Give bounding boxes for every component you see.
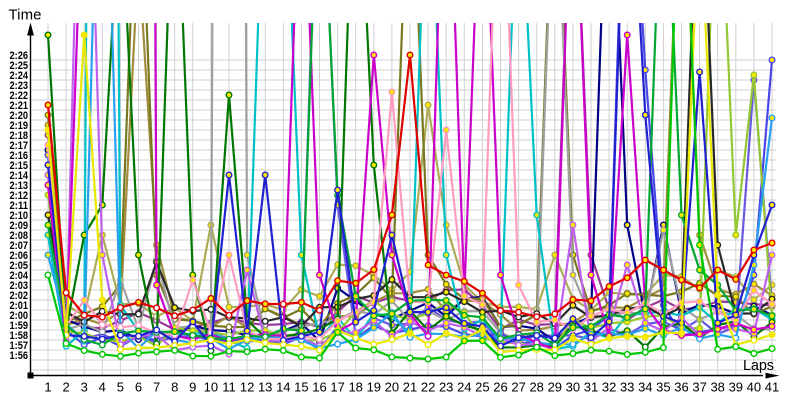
svg-text:11: 11	[222, 380, 236, 395]
svg-text:32: 32	[602, 380, 616, 395]
svg-text:27: 27	[511, 380, 525, 395]
svg-text:2:18: 2:18	[10, 130, 29, 142]
svg-text:25: 25	[475, 380, 489, 395]
svg-text:29: 29	[548, 380, 562, 395]
svg-text:1:59: 1:59	[10, 320, 29, 332]
svg-text:9: 9	[189, 380, 196, 395]
svg-text:20: 20	[385, 380, 399, 395]
svg-text:30: 30	[566, 380, 580, 395]
svg-text:16: 16	[312, 380, 326, 395]
svg-text:13: 13	[258, 380, 272, 395]
svg-text:2:26: 2:26	[10, 50, 29, 62]
svg-text:40: 40	[747, 380, 761, 395]
svg-text:2:14: 2:14	[10, 170, 29, 182]
svg-text:3: 3	[81, 380, 88, 395]
svg-text:Laps: Laps	[743, 358, 774, 374]
svg-text:1: 1	[44, 380, 51, 395]
svg-text:22: 22	[421, 380, 435, 395]
svg-text:2:07: 2:07	[10, 240, 29, 252]
svg-text:Time: Time	[9, 7, 42, 24]
svg-text:2:01: 2:01	[10, 300, 29, 312]
svg-text:31: 31	[584, 380, 598, 395]
svg-text:2: 2	[62, 380, 69, 395]
svg-text:2:08: 2:08	[10, 230, 29, 242]
svg-text:19: 19	[367, 380, 381, 395]
svg-text:7: 7	[153, 380, 160, 395]
svg-text:2:04: 2:04	[10, 270, 29, 282]
svg-text:12: 12	[240, 380, 254, 395]
svg-text:17: 17	[330, 380, 344, 395]
svg-text:2:20: 2:20	[10, 110, 29, 122]
svg-text:8: 8	[171, 380, 178, 395]
svg-text:2:06: 2:06	[10, 250, 29, 262]
svg-text:21: 21	[403, 380, 417, 395]
svg-text:10: 10	[204, 380, 218, 395]
svg-text:4: 4	[99, 380, 106, 395]
svg-text:37: 37	[692, 380, 706, 395]
svg-text:2:13: 2:13	[10, 180, 29, 192]
svg-text:2:21: 2:21	[10, 100, 29, 112]
svg-text:33: 33	[620, 380, 634, 395]
svg-text:2:10: 2:10	[10, 210, 29, 222]
svg-text:2:03: 2:03	[10, 280, 29, 292]
svg-text:36: 36	[674, 380, 688, 395]
svg-text:24: 24	[457, 380, 471, 395]
svg-text:34: 34	[638, 380, 652, 395]
svg-text:1:58: 1:58	[10, 330, 29, 342]
svg-text:5: 5	[117, 380, 124, 395]
svg-text:2:00: 2:00	[10, 310, 29, 322]
svg-text:2:19: 2:19	[10, 120, 29, 132]
svg-text:2:17: 2:17	[10, 140, 29, 152]
svg-text:39: 39	[729, 380, 743, 395]
svg-text:15: 15	[294, 380, 308, 395]
svg-text:35: 35	[656, 380, 670, 395]
svg-text:2:02: 2:02	[10, 290, 29, 302]
svg-text:26: 26	[493, 380, 507, 395]
svg-text:23: 23	[439, 380, 453, 395]
svg-text:2:23: 2:23	[10, 80, 29, 92]
svg-text:2:24: 2:24	[10, 70, 29, 82]
svg-text:38: 38	[710, 380, 724, 395]
svg-text:14: 14	[276, 380, 290, 395]
svg-text:1:57: 1:57	[10, 340, 29, 352]
svg-text:6: 6	[135, 380, 142, 395]
svg-text:18: 18	[348, 380, 362, 395]
svg-text:2:16: 2:16	[10, 150, 29, 162]
svg-text:41: 41	[765, 380, 779, 395]
svg-text:1:56: 1:56	[10, 350, 29, 362]
svg-text:2:05: 2:05	[10, 260, 29, 272]
svg-text:2:15: 2:15	[10, 160, 29, 172]
svg-text:2:22: 2:22	[10, 90, 29, 102]
svg-text:2:11: 2:11	[10, 200, 29, 212]
svg-text:2:12: 2:12	[10, 190, 29, 202]
svg-text:2:09: 2:09	[10, 220, 29, 232]
svg-text:2:25: 2:25	[10, 60, 29, 72]
svg-text:28: 28	[529, 380, 543, 395]
